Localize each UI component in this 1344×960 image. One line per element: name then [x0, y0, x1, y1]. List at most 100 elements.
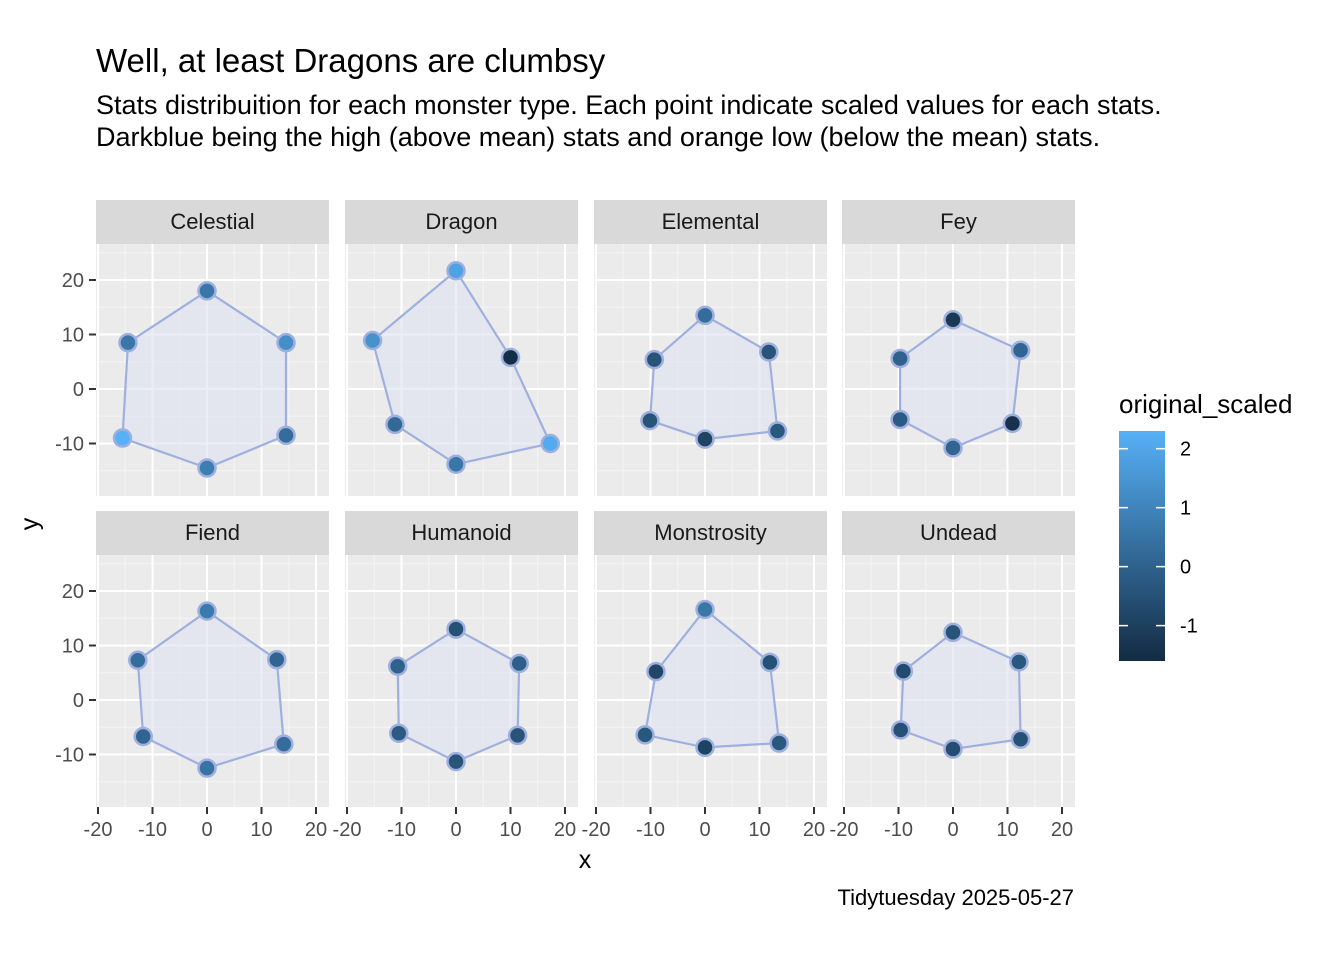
facet-strip-label: Dragon — [425, 209, 497, 234]
stat-point — [274, 734, 294, 754]
facet-panel: Humanoid — [345, 511, 578, 807]
y-tick-label: -10 — [55, 745, 84, 767]
chart-caption: Tidytuesday 2025-05-27 — [837, 885, 1074, 910]
y-tick-label: -10 — [55, 434, 84, 456]
stat-point — [128, 650, 148, 670]
stat-point — [943, 310, 963, 330]
x-tick-label: 0 — [947, 819, 958, 841]
color-legend: original_scaled 2 1 0 -1 — [1119, 389, 1292, 661]
x-tick-label: 20 — [305, 819, 327, 841]
stat-point — [197, 458, 217, 478]
facet-panel: Elemental — [594, 200, 827, 496]
x-tick-label: 0 — [450, 819, 461, 841]
chart-subtitle: Stats distribuition for each monster typ… — [96, 90, 1162, 152]
stat-point — [197, 281, 217, 301]
facet-strip-label: Fiend — [185, 520, 240, 545]
stat-point — [943, 622, 963, 643]
legend-tick-label: 0 — [1180, 557, 1191, 579]
stat-point — [760, 652, 780, 673]
facet-strip — [842, 511, 1075, 555]
x-tick-label: -10 — [387, 819, 416, 841]
stat-point — [695, 599, 715, 620]
legend-tick-label: 1 — [1180, 498, 1191, 520]
stat-point — [389, 723, 409, 743]
stat-point — [1010, 729, 1031, 749]
stat-point — [695, 305, 715, 326]
stat-point — [267, 649, 287, 670]
x-tick-label: -10 — [884, 819, 913, 841]
chart-title: Well, at least Dragons are clumbsy — [96, 42, 606, 79]
y-tick-label: 10 — [62, 325, 84, 347]
stat-point — [446, 260, 466, 281]
stat-point — [767, 421, 788, 441]
x-tick-label: 20 — [803, 819, 825, 841]
facet-panel: Fiend — [96, 511, 329, 807]
stat-point — [387, 656, 408, 676]
stat-point — [1009, 652, 1029, 672]
stat-point — [385, 414, 405, 435]
legend-tick-label: 2 — [1180, 439, 1191, 461]
stat-point — [646, 661, 666, 682]
x-tick-label: 20 — [1051, 819, 1073, 841]
stat-point — [1002, 413, 1023, 434]
y-tick-label: 20 — [62, 581, 84, 603]
stat-point — [640, 410, 660, 431]
stat-point — [890, 720, 911, 740]
x-tick-label: -10 — [636, 819, 665, 841]
stat-point — [276, 332, 296, 353]
x-tick-label: 10 — [499, 819, 521, 841]
facet-panel: Undead — [842, 511, 1075, 807]
x-tick-label: 10 — [748, 819, 770, 841]
stat-point — [695, 737, 715, 758]
stat-point — [446, 751, 466, 772]
facet-strip — [345, 200, 578, 244]
stat-point — [197, 758, 217, 778]
stat-point — [635, 725, 655, 745]
stat-point — [446, 454, 466, 474]
y-tick-label: 20 — [62, 270, 84, 292]
x-tick-label: -20 — [84, 819, 113, 841]
stat-point — [1010, 340, 1031, 361]
stat-point — [893, 661, 914, 681]
stat-point — [644, 349, 665, 370]
facet-strip — [345, 511, 578, 555]
facet-strip-label: Celestial — [170, 209, 254, 234]
stat-point — [362, 330, 383, 351]
stat-point — [943, 438, 963, 458]
x-tick-label: -20 — [582, 819, 611, 841]
facet-strip-label: Monstrosity — [654, 520, 766, 545]
x-tick-label: -20 — [333, 819, 362, 841]
x-tick-label: -10 — [138, 819, 167, 841]
legend-colorbar — [1119, 431, 1165, 661]
x-tick-label: 10 — [996, 819, 1018, 841]
facet-strip-label: Humanoid — [411, 520, 511, 545]
stat-point — [112, 428, 133, 448]
facet-strip-label: Elemental — [662, 209, 760, 234]
x-tick-label: 20 — [554, 819, 576, 841]
facet-strip — [594, 200, 827, 244]
x-tick-label: 0 — [201, 819, 212, 841]
facet-strip-label: Fey — [940, 209, 977, 234]
legend-title: original_scaled — [1119, 389, 1292, 419]
stat-point — [890, 348, 910, 369]
stat-point — [500, 347, 521, 368]
x-tick-label: 10 — [250, 819, 272, 841]
stat-point — [769, 733, 789, 753]
facet-panel: Monstrosity — [594, 511, 827, 807]
facet-strip-label: Undead — [920, 520, 997, 545]
stat-point — [759, 342, 779, 362]
stat-point — [133, 726, 153, 747]
stat-point — [446, 619, 466, 639]
stat-point — [890, 409, 910, 430]
facet-panel: Dragon — [345, 200, 578, 496]
x-tick-label: -20 — [830, 819, 859, 841]
y-axis-title: y — [16, 517, 44, 530]
x-tick-label: 0 — [699, 819, 710, 841]
y-tick-label: 10 — [62, 636, 84, 658]
stat-point — [509, 653, 529, 674]
stat-point — [540, 433, 561, 454]
facet-strip — [96, 511, 329, 555]
stat-point — [276, 425, 296, 446]
facet-panel: Celestial — [96, 200, 329, 496]
